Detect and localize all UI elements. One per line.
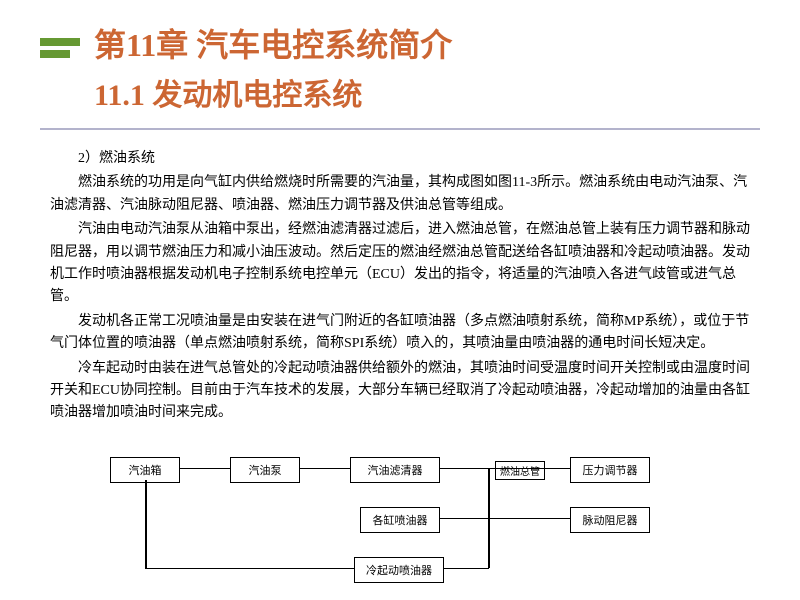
paragraph-2: 汽油由电动汽油泵从油箱中泵出，经燃油滤清器过滤后，进入燃油总管，在燃油总管上装有… — [50, 219, 760, 309]
edge — [444, 568, 489, 570]
edge — [440, 518, 570, 520]
paragraph-1: 燃油系统的功用是向气缸内供给燃烧时所需要的汽油量，其构成图如图11-3所示。燃油… — [50, 172, 760, 217]
section-title: 11.1 发动机电控系统 — [94, 70, 452, 114]
paragraph-3: 发动机各正常工况喷油量是由安装在进气门附近的各缸喷油器（多点燃油喷射系统，简称M… — [50, 311, 760, 356]
edge — [488, 468, 490, 518]
manifold-label: 燃油总管 — [495, 461, 545, 480]
sub-heading: 2）燃油系统 — [50, 148, 760, 170]
node-regulator: 压力调节器 — [570, 457, 650, 483]
node-pump: 汽油泵 — [230, 457, 300, 483]
body-text: 2）燃油系统 燃油系统的功用是向气缸内供给燃烧时所需要的汽油量，其构成图如图11… — [0, 140, 800, 437]
edge — [440, 468, 570, 470]
chapter-title: 第11章 汽车电控系统简介 — [94, 20, 452, 66]
edge — [145, 568, 354, 570]
flowchart: 汽油箱 汽油泵 汽油滤清器 压力调节器 各缸喷油器 脉动阻尼器 冷起动喷油器 燃… — [100, 447, 740, 597]
node-filter: 汽油滤清器 — [350, 457, 440, 483]
paragraph-4: 冷车起动时由装在进气总管处的冷起动喷油器供给额外的燃油，其喷油时间受温度时间开关… — [50, 358, 760, 425]
header: 第11章 汽车电控系统简介 11.1 发动机电控系统 — [0, 0, 800, 124]
decor-bars — [40, 38, 80, 62]
edge — [300, 468, 350, 470]
node-coldstart: 冷起动喷油器 — [354, 557, 444, 583]
node-damper: 脉动阻尼器 — [570, 507, 650, 533]
edge — [180, 468, 230, 470]
edge — [488, 518, 490, 568]
edge — [145, 480, 147, 568]
header-underline — [40, 128, 760, 130]
node-injectors: 各缸喷油器 — [360, 507, 440, 533]
title-block: 第11章 汽车电控系统简介 11.1 发动机电控系统 — [94, 20, 452, 114]
